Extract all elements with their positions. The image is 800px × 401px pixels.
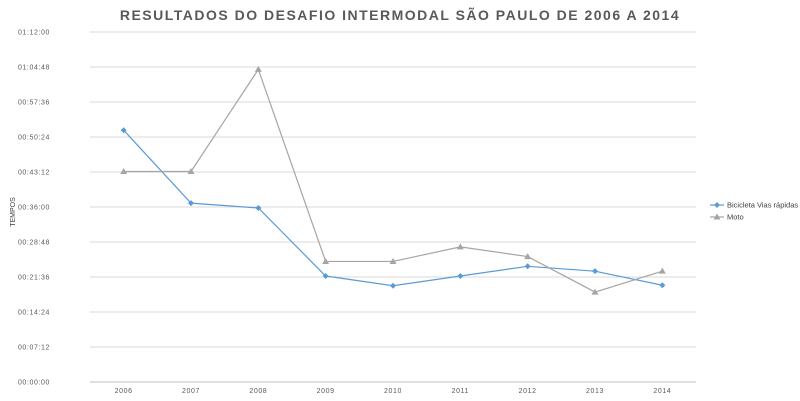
y-tick-label: 00:50:24	[18, 135, 50, 142]
y-tick-label: 00:28:48	[18, 240, 50, 247]
series-2	[120, 65, 666, 295]
x-tick-label: 2006	[115, 388, 133, 395]
chart-title: RESULTADOS DO DESAFIO INTERMODAL SÃO PAU…	[120, 6, 680, 23]
gridlines	[90, 31, 696, 383]
data-point	[187, 168, 195, 175]
data-point	[457, 273, 464, 280]
y-tick-label: 00:00:00	[18, 380, 50, 387]
x-tick-label: 2013	[586, 388, 604, 395]
y-tick-label: 00:43:12	[18, 170, 50, 177]
data-point	[591, 288, 599, 295]
data-point	[524, 253, 532, 260]
y-tick-label: 00:21:36	[18, 275, 50, 282]
data-point	[322, 273, 329, 280]
y-tick-label: 01:04:48	[18, 65, 50, 72]
legend-marker	[714, 202, 720, 208]
series-1	[120, 127, 666, 289]
data-point	[658, 267, 666, 274]
x-tick-labels: 2006 2007 2008 2009 2010 2011 2012 2013 2014	[115, 388, 671, 395]
y-tick-label: 00:57:36	[18, 100, 50, 107]
x-tick-label: 2011	[452, 388, 469, 395]
legend-label: Bicicleta Vias rápidas	[727, 201, 798, 210]
x-tick-label: 2008	[249, 388, 267, 395]
data-point	[254, 65, 262, 72]
data-point	[659, 282, 666, 289]
x-tick-label: 2012	[519, 388, 537, 395]
y-tick-label: 00:07:12	[18, 345, 50, 352]
y-tick-label: 00:36:00	[18, 205, 50, 212]
data-point	[524, 263, 531, 270]
data-point	[389, 257, 397, 264]
data-point	[322, 257, 330, 264]
x-tick-label: 2014	[653, 388, 671, 395]
x-tick-label: 2010	[384, 388, 402, 395]
data-point	[188, 200, 194, 207]
data-point	[592, 268, 598, 275]
data-point	[120, 168, 128, 175]
legend-marker	[713, 213, 721, 220]
legend: Bicicleta Vias rápidas Moto	[710, 201, 798, 222]
series-layer	[120, 65, 666, 295]
y-axis-title: TEMPOS	[10, 197, 17, 227]
y-tick-label: 01:12:00	[18, 30, 50, 37]
x-tick-label: 2007	[182, 388, 200, 395]
y-tick-label: 00:14:24	[18, 310, 50, 317]
data-point	[255, 204, 262, 211]
data-point	[120, 127, 127, 134]
legend-label: Moto	[727, 213, 744, 222]
data-point	[390, 282, 396, 289]
data-point	[456, 243, 464, 250]
y-tick-labels: 00:00:00 00:07:12 00:14:24 00:21:36 00:28:48…	[18, 30, 50, 387]
x-tick-label: 2009	[317, 388, 335, 395]
